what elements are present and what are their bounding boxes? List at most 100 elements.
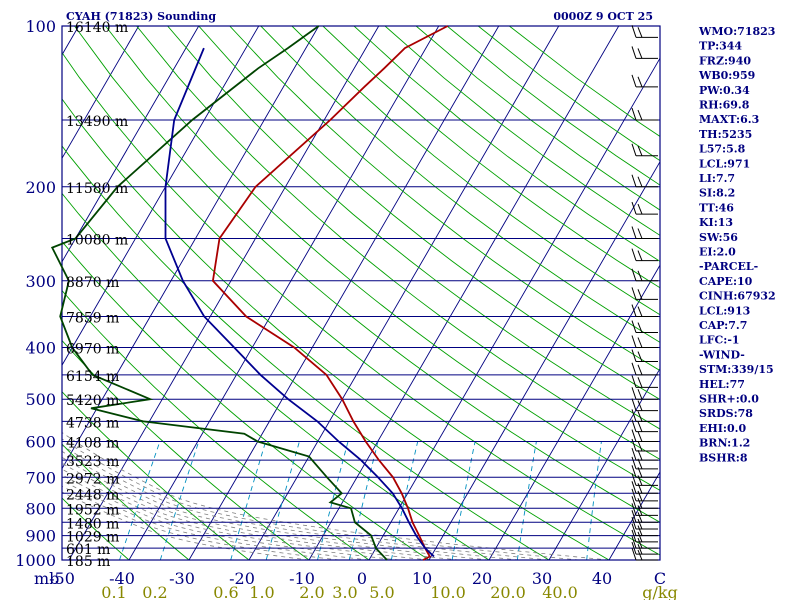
mixing-ratio-unit: g/kg (642, 583, 678, 600)
pressure-tick-label: 200 (25, 178, 56, 197)
wind-barb (631, 107, 658, 121)
index-entry: HEL:77 (699, 378, 745, 391)
index-entry: BRN:1.2 (699, 437, 750, 450)
isotherm-line (188, 26, 500, 560)
sounding-time: 0000Z 9 OCT 25 (553, 10, 653, 23)
x-tick-label: -50 (49, 569, 75, 588)
wind-barb (631, 143, 658, 157)
isotherm-line (0, 26, 19, 560)
mixing-ratio-label: 1.0 (249, 583, 274, 600)
x-tick-label: 40 (592, 569, 612, 588)
pressure-tick-label: 1000 (15, 551, 56, 570)
mixing-ratio-label: 5.0 (369, 583, 394, 600)
height-label: 1952 m (66, 502, 119, 518)
y-axis-label: mb (34, 569, 59, 588)
wind-barb (631, 447, 658, 461)
index-entry: WMO:71823 (698, 25, 775, 38)
pressure-tick-label: 100 (25, 17, 56, 36)
wind-barb (631, 429, 658, 443)
index-entry: TP:344 (699, 40, 742, 53)
mixing-ratio-label: 40.0 (542, 583, 578, 600)
mixing-ratio-label: 2.0 (299, 583, 324, 600)
mixing-ratio-label: 20.0 (490, 583, 526, 600)
height-label: 11580 m (66, 181, 128, 197)
index-entry: CAPE:10 (699, 275, 753, 288)
wind-barb (631, 547, 658, 561)
index-entry: FRZ:940 (699, 54, 751, 67)
isotherm-line (368, 57, 660, 560)
height-label: 4108 m (66, 436, 119, 452)
index-entry: CINH:67932 (699, 290, 776, 303)
wind-barb (631, 473, 658, 486)
wind-barb (631, 510, 658, 523)
pressure-tick-label: 500 (25, 390, 56, 409)
index-entry: BSHR:8 (699, 451, 748, 464)
height-label: 16140 m (66, 20, 128, 36)
dry-adiabat (105, 26, 660, 491)
mixing-ratio-label: 0.1 (101, 583, 126, 600)
index-entry: SRDS:78 (699, 407, 753, 420)
mixing-ratio-label: 3.0 (332, 583, 357, 600)
mixing-ratio-line (516, 441, 537, 560)
height-label: 1480 m (66, 516, 119, 532)
x-tick-label: -10 (289, 569, 315, 588)
wind-barb (631, 287, 658, 300)
height-label: 7859 m (66, 311, 119, 327)
index-entry: WB0:959 (698, 69, 755, 82)
mixing-ratio-label: 10.0 (430, 583, 466, 600)
isobar-lines (61, 25, 661, 561)
moist-adiabat (62, 438, 580, 560)
pressure-tick-label: 900 (25, 527, 56, 546)
isotherm-line (62, 26, 320, 470)
height-label: 601 m (66, 542, 110, 558)
wind-barb (631, 201, 658, 215)
sounding-series-2 (164, 47, 435, 558)
x-tick-label: 0 (357, 569, 367, 588)
mixing-ratio-label: 0.6 (213, 583, 238, 600)
wind-barb (631, 465, 658, 478)
wind-barb (631, 268, 658, 282)
station-title: CYAH (71823) Sounding (66, 10, 216, 23)
height-label: 1029 m (66, 530, 119, 546)
height-label: 13490 m (66, 114, 128, 130)
wind-barb (631, 174, 658, 188)
wind-barb (631, 320, 658, 334)
height-label: 5420 m (66, 393, 119, 409)
wind-barb (631, 387, 658, 400)
moist-adiabat (62, 462, 460, 560)
index-entry: EI:2.0 (699, 246, 736, 259)
pressure-tick-label: 700 (25, 468, 56, 487)
index-entry: L57:5.8 (699, 143, 746, 156)
wind-barb (631, 375, 658, 388)
index-entry: TH:5235 (699, 128, 752, 141)
height-label: 8870 m (66, 275, 119, 291)
index-entry: STM:339/15 (699, 363, 774, 376)
isotherm-line (488, 264, 660, 560)
wind-barb (631, 419, 658, 433)
index-entry: MAXT:6.3 (699, 113, 759, 126)
index-entry: KI:13 (699, 216, 733, 229)
index-entry: LCL:971 (699, 157, 750, 170)
wind-barb (631, 456, 658, 470)
isotherm-line (62, 26, 200, 263)
height-label: 10080 m (66, 232, 128, 248)
x-tick-label: 30 (532, 569, 552, 588)
wind-barb (631, 46, 658, 59)
index-entry: -PARCEL- (699, 260, 758, 273)
background-lines (0, 26, 660, 560)
height-label: 2972 m (66, 471, 119, 487)
index-entry: LCL:913 (699, 304, 750, 317)
wind-barb (631, 362, 658, 376)
wind-barb (631, 438, 658, 452)
x-tick-label: -30 (169, 569, 195, 588)
pressure-tick-label: 800 (25, 499, 56, 518)
isotherm-line (62, 26, 260, 367)
height-label: 3523 m (66, 454, 119, 470)
height-label: 6970 m (66, 342, 119, 358)
sounding-series-1 (50, 25, 388, 561)
height-label: 2448 m (66, 487, 119, 503)
index-entry: TT:46 (699, 201, 734, 214)
